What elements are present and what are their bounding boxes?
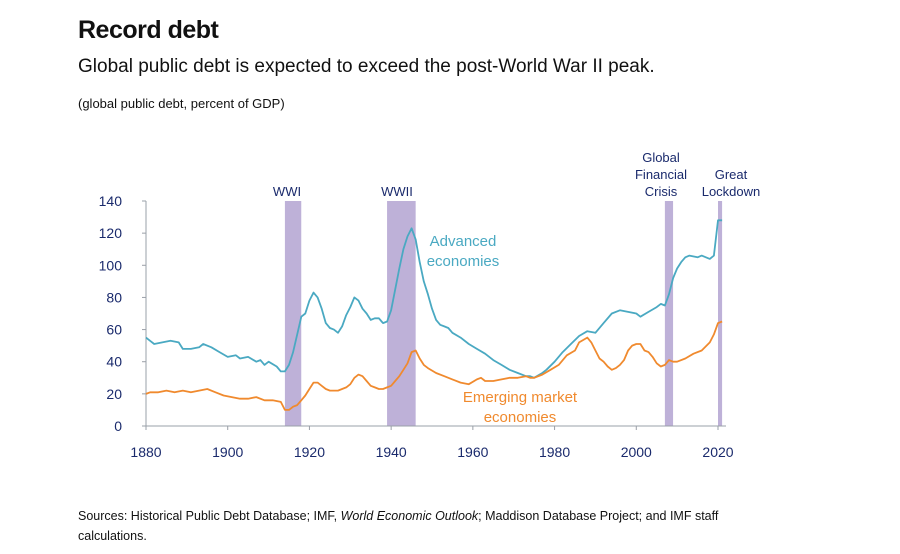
x-tick-label: 1920 (294, 444, 325, 460)
x-tick-label: 1940 (376, 444, 407, 460)
y-tick-label: 60 (106, 322, 122, 338)
period-label: Financial (635, 167, 687, 182)
y-tick-label: 140 (99, 193, 123, 209)
period-label: Crisis (645, 184, 678, 199)
x-tick-label: 2020 (702, 444, 733, 460)
shaded-period-0 (284, 201, 302, 426)
emerging-economies-line (145, 320, 723, 411)
shaded-period-3 (718, 201, 723, 426)
chart-subtitle: Global public debt is expected to exceed… (78, 56, 655, 77)
shaded-period-2 (664, 201, 674, 426)
y-tick-label: 40 (106, 354, 122, 370)
x-tick-label: 1880 (130, 444, 161, 460)
y-tick-label: 80 (106, 289, 122, 305)
y-tick-label: 20 (106, 386, 122, 402)
period-label: Global (642, 150, 680, 165)
period-label: Lockdown (702, 184, 761, 199)
shaded-period-1 (387, 201, 416, 426)
emerging-economies-label: economies (484, 409, 557, 426)
x-tick-label: 1960 (457, 444, 488, 460)
x-tick-label: 1980 (539, 444, 570, 460)
sources-note: Sources: Historical Public Debt Database… (78, 506, 778, 546)
sources-suffix: ; Maddison Database Project; and IMF sta… (78, 509, 719, 543)
period-label: WWI (273, 184, 301, 199)
y-tick-label: 0 (114, 418, 122, 434)
advanced-economies-label: economies (427, 253, 500, 270)
period-label: WWII (381, 184, 413, 199)
emerging-economies-label: Emerging market (463, 389, 578, 406)
sources-italic: World Economic Outlook (340, 509, 479, 523)
sources-prefix: Sources: Historical Public Debt Database… (78, 509, 341, 523)
advanced-economies-label: Advanced (430, 233, 497, 250)
chart-title: Record debt (78, 16, 219, 44)
x-tick-label: 2000 (621, 444, 652, 460)
unit-note: (global public debt, percent of GDP) (78, 96, 285, 111)
advanced-economies-line (145, 219, 723, 379)
y-tick-label: 100 (99, 257, 123, 273)
y-tick-label: 120 (99, 225, 123, 241)
x-tick-label: 1900 (212, 444, 243, 460)
period-label: Great (715, 167, 748, 182)
